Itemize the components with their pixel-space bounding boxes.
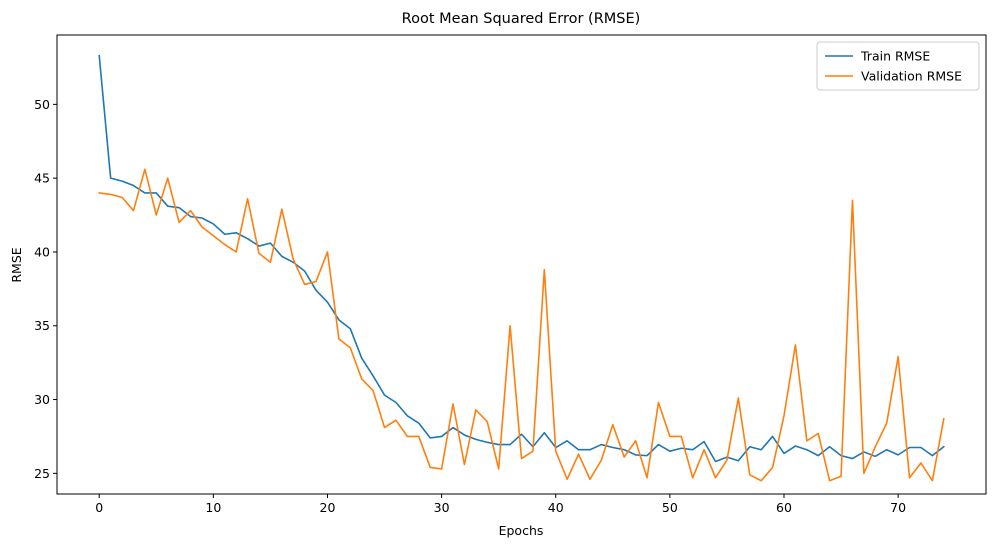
x-tick-label: 10 bbox=[205, 500, 221, 515]
y-tick-label: 25 bbox=[34, 466, 50, 481]
x-tick-label: 40 bbox=[548, 500, 564, 515]
y-axis-label: RMSE bbox=[9, 247, 24, 282]
y-axis-ticks: 25 30 35 40 45 50 bbox=[34, 97, 57, 481]
y-tick-label: 35 bbox=[34, 318, 50, 333]
x-axis-label: Epochs bbox=[499, 523, 544, 538]
y-tick-label: 30 bbox=[34, 392, 50, 407]
x-axis-ticks: 0 10 20 30 40 50 60 70 bbox=[95, 494, 906, 515]
legend-box bbox=[816, 41, 980, 91]
series-line-0 bbox=[98, 54, 945, 463]
legend-label-0: Train RMSE bbox=[860, 49, 930, 64]
series-line-1 bbox=[98, 168, 945, 482]
y-tick-label: 40 bbox=[34, 244, 50, 259]
x-tick-label: 0 bbox=[95, 500, 103, 515]
chart-title: Root Mean Squared Error (RMSE) bbox=[402, 11, 641, 27]
x-tick-label: 60 bbox=[776, 500, 792, 515]
x-tick-label: 70 bbox=[890, 500, 906, 515]
x-tick-label: 20 bbox=[320, 500, 336, 515]
plot-frame bbox=[56, 34, 987, 495]
plot-area bbox=[56, 34, 987, 495]
x-tick-label: 50 bbox=[662, 500, 678, 515]
legend-label-1: Validation RMSE bbox=[861, 69, 962, 84]
x-tick-label: 30 bbox=[434, 500, 450, 515]
legend: Train RMSE Validation RMSE bbox=[816, 41, 980, 91]
y-tick-label: 45 bbox=[34, 171, 50, 186]
y-tick-label: 50 bbox=[34, 97, 50, 112]
